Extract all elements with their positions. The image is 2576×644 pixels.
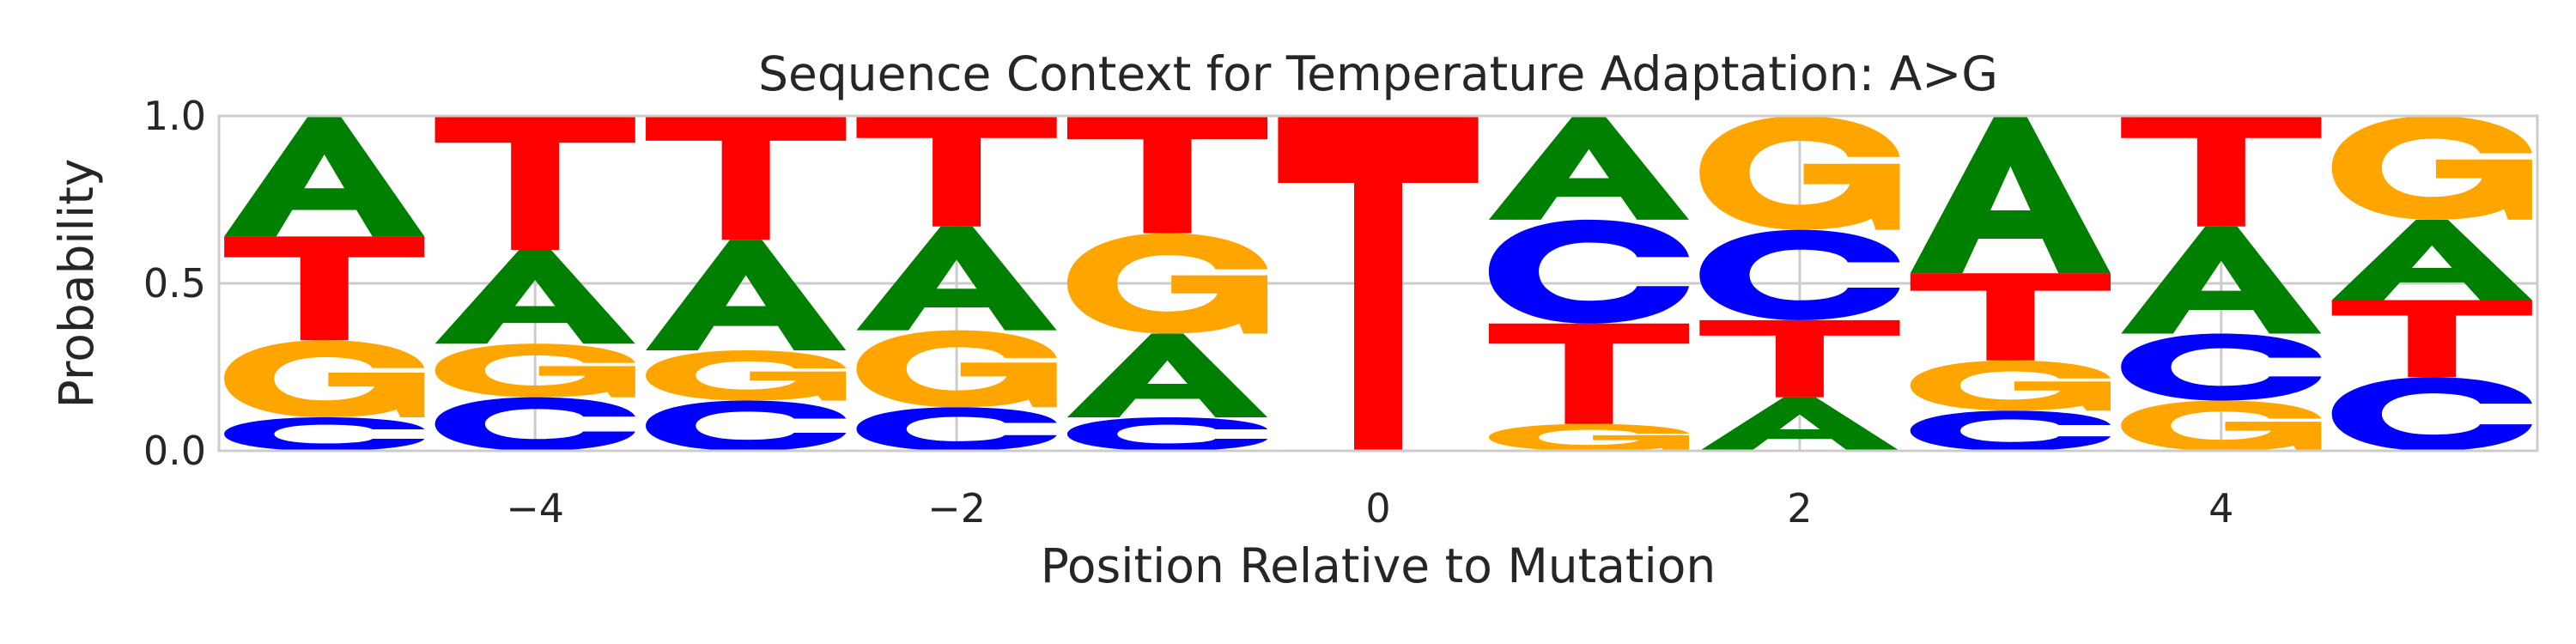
x-tick-label: 0	[1365, 485, 1390, 532]
y-axis-label: Probability	[49, 159, 104, 409]
logo-letter-c	[434, 397, 635, 451]
logo-letter-a	[856, 226, 1057, 331]
logo-letter-c	[646, 400, 847, 451]
logo-letter-c	[2331, 377, 2532, 451]
logo-letter-a	[224, 116, 425, 237]
y-axis-ticks: 0.0 0.5 1.0	[143, 93, 206, 474]
logo-letter-t	[1910, 273, 2111, 361]
y-tick-label: 1.0	[143, 93, 206, 139]
logo-letter-g	[646, 350, 847, 401]
x-tick-label: −4	[506, 485, 564, 532]
x-tick-label: 2	[1787, 485, 1812, 532]
logo-letter-a	[434, 250, 635, 344]
logo-letter-g	[1699, 116, 1900, 230]
logo-letter-a	[1066, 333, 1268, 417]
logo-letter-c	[1488, 219, 1690, 324]
logo-letter-g	[224, 340, 425, 417]
logo-letter-c	[2121, 333, 2322, 401]
logo-letters	[224, 116, 2532, 451]
logo-letter-g	[856, 330, 1057, 408]
logo-letter-c	[1699, 229, 1900, 320]
logo-letter-t	[434, 116, 635, 250]
logo-letter-a	[646, 240, 847, 350]
logo-letter-t	[2331, 300, 2532, 378]
y-tick-label: 0.5	[143, 260, 206, 307]
logo-letter-t	[224, 236, 425, 341]
plot-frame	[217, 114, 2539, 453]
logo-letter-t	[856, 116, 1057, 227]
logo-letter-a	[1488, 116, 1690, 220]
logo-letter-t	[2121, 116, 2322, 227]
chart-title: Sequence Context for Temperature Adaptat…	[758, 46, 1998, 101]
logo-letter-t	[1066, 116, 1268, 234]
logo-letter-t	[1488, 323, 1690, 424]
x-tick-label: −2	[927, 485, 986, 532]
x-axis-label: Position Relative to Mutation	[1041, 538, 1716, 593]
logo-letter-a	[2331, 219, 2532, 301]
logo-letter-g	[434, 343, 635, 398]
logo-letter-a	[1910, 116, 2111, 274]
logo-letter-g	[1066, 233, 1268, 334]
logo-letter-t	[1699, 319, 1900, 398]
logo-letter-c	[224, 417, 425, 451]
logo-letter-g	[1488, 423, 1690, 451]
logo-letter-a	[2121, 226, 2322, 334]
logo-letter-c	[856, 407, 1057, 451]
logo-letter-c	[1066, 417, 1268, 451]
logo-letter-g	[1910, 360, 2111, 411]
logo-letter-c	[1910, 410, 2111, 451]
logo-letter-t	[1278, 116, 1479, 451]
y-tick-label: 0.0	[143, 428, 206, 474]
x-tick-label: 4	[2208, 485, 2233, 532]
logo-letter-g	[2121, 400, 2322, 451]
logo-letter-a	[1699, 397, 1900, 451]
logo-letter-g	[2331, 116, 2532, 220]
x-axis-ticks: −4 −2 0 2 4	[506, 485, 2233, 532]
logo-letter-t	[646, 116, 847, 240]
